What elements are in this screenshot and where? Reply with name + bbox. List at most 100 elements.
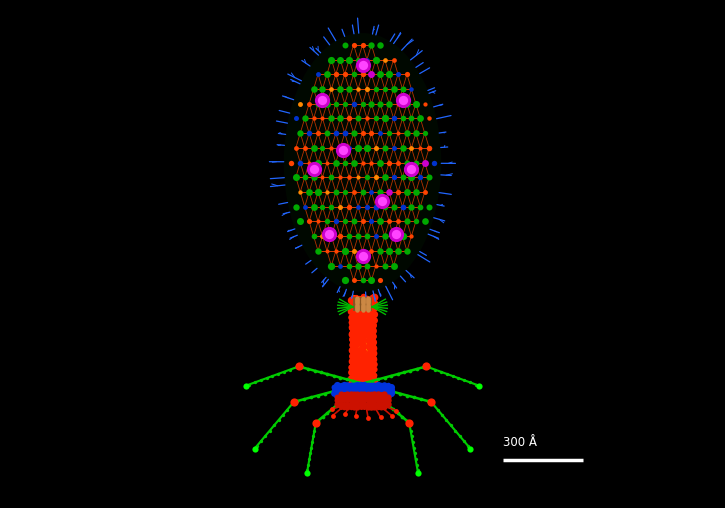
Point [341, 400, 353, 408]
Point [368, 310, 379, 318]
Point [360, 334, 371, 342]
Point [348, 354, 360, 362]
Point [355, 386, 367, 394]
Point [423, 173, 435, 181]
Point [357, 61, 368, 70]
Point [368, 382, 379, 390]
Point [249, 378, 260, 387]
Point [375, 158, 386, 167]
Point [415, 144, 426, 152]
Point [415, 203, 426, 211]
Point [348, 338, 360, 346]
Point [365, 324, 377, 332]
Point [347, 318, 358, 326]
Point [365, 346, 377, 354]
Point [357, 370, 369, 378]
Point [345, 400, 357, 408]
Point [376, 197, 388, 205]
Point [375, 276, 386, 284]
Point [308, 165, 320, 173]
Point [291, 397, 303, 405]
Point [362, 414, 374, 422]
Point [341, 392, 353, 400]
Point [374, 384, 386, 392]
Point [347, 343, 358, 352]
Point [347, 293, 359, 301]
Point [419, 217, 431, 226]
Point [339, 389, 350, 397]
Point [358, 400, 370, 408]
Point [386, 372, 397, 380]
Point [357, 292, 368, 300]
Point [249, 444, 260, 453]
Point [331, 396, 343, 404]
Point [365, 382, 377, 390]
Point [350, 366, 362, 374]
Point [358, 359, 370, 367]
Point [346, 302, 357, 310]
Point [345, 380, 357, 389]
Point [397, 85, 408, 93]
Point [366, 363, 378, 371]
Point [326, 388, 337, 396]
Point [349, 337, 360, 345]
Point [387, 405, 399, 413]
Point [368, 360, 379, 368]
Point [358, 316, 370, 325]
Point [334, 203, 346, 211]
Point [339, 390, 350, 398]
Point [317, 85, 328, 93]
Point [362, 302, 374, 310]
Point [358, 403, 370, 411]
Point [352, 400, 363, 408]
Point [358, 390, 370, 398]
Point [363, 307, 375, 315]
Point [378, 396, 390, 404]
Point [349, 315, 361, 323]
Point [357, 41, 368, 49]
Point [347, 310, 358, 318]
Point [349, 321, 360, 329]
Point [360, 381, 372, 389]
Point [366, 302, 378, 310]
Point [310, 419, 322, 427]
Point [347, 329, 358, 337]
Point [339, 100, 350, 108]
Point [322, 370, 334, 378]
Point [359, 311, 370, 319]
Point [361, 55, 373, 64]
Point [341, 384, 353, 392]
Point [341, 403, 353, 411]
Point [334, 373, 346, 382]
Point [349, 356, 360, 364]
Point [347, 295, 359, 303]
Point [368, 376, 379, 385]
Point [353, 380, 365, 389]
Point [348, 70, 360, 78]
Point [385, 389, 397, 397]
Point [365, 386, 376, 394]
Point [349, 319, 360, 327]
Point [349, 309, 361, 318]
Point [306, 443, 318, 452]
Point [365, 310, 376, 319]
Point [362, 400, 373, 408]
Point [390, 230, 402, 238]
Point [384, 158, 395, 167]
Point [362, 295, 374, 303]
Point [367, 302, 378, 310]
Point [365, 347, 376, 355]
Point [375, 393, 386, 401]
Point [348, 349, 360, 357]
Point [379, 114, 391, 122]
Point [367, 335, 378, 343]
Point [362, 339, 374, 347]
Point [368, 403, 380, 411]
Point [362, 298, 374, 306]
Point [352, 306, 364, 314]
Point [349, 386, 361, 394]
Point [308, 85, 320, 93]
Point [347, 312, 358, 320]
Point [363, 342, 375, 351]
Point [349, 377, 361, 385]
